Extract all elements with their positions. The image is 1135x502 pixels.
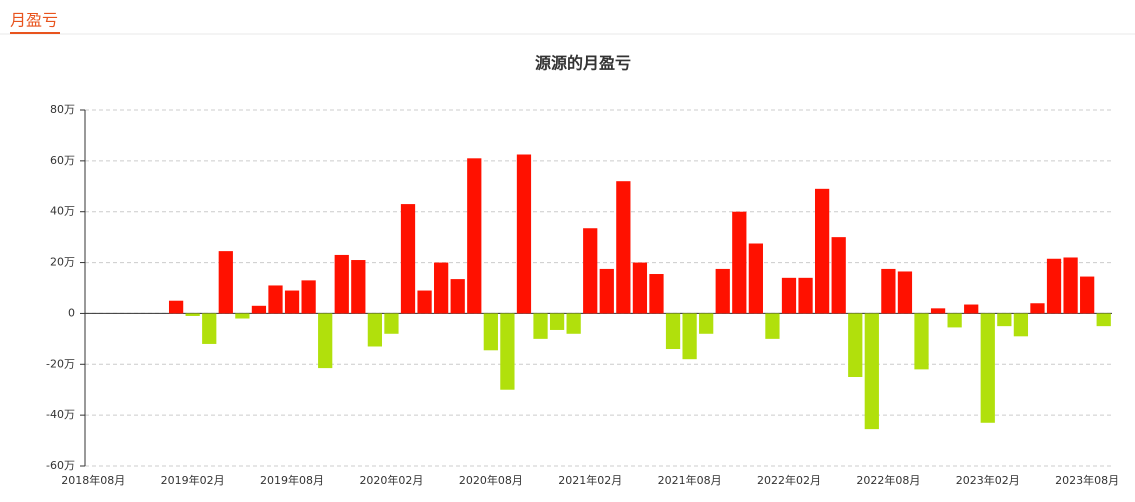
bar	[1030, 303, 1045, 314]
bar	[947, 313, 962, 328]
bar	[814, 188, 830, 314]
bar	[964, 304, 979, 314]
bar	[549, 313, 565, 330]
y-tick-label: -60万	[46, 459, 75, 472]
bar	[400, 204, 416, 314]
bar	[566, 313, 581, 334]
y-tick-label: 0	[68, 306, 75, 319]
x-tick-label: 2019年08月	[260, 473, 324, 487]
bar	[665, 313, 681, 350]
bar	[1096, 313, 1111, 327]
bar	[318, 313, 333, 369]
bar	[715, 268, 730, 314]
bar	[682, 313, 697, 360]
x-tick-label: 2022年08月	[856, 473, 920, 487]
bar	[930, 308, 946, 314]
bar	[765, 313, 780, 339]
x-tick-label: 2020年02月	[359, 473, 423, 487]
y-tick-label: 80万	[50, 103, 75, 116]
bar	[185, 313, 200, 316]
bar	[632, 262, 648, 314]
bar	[748, 243, 763, 314]
chart-title: 源源的月盈亏	[535, 54, 631, 73]
header-tab[interactable]: 月盈亏	[10, 11, 58, 30]
bar	[284, 290, 300, 314]
bar	[483, 313, 498, 351]
bar	[732, 211, 747, 314]
bar	[649, 274, 664, 314]
bar	[251, 305, 267, 314]
bar	[1063, 257, 1078, 314]
x-tick-label: 2023年08月	[1055, 473, 1119, 487]
bar	[434, 262, 449, 314]
bar	[881, 268, 896, 314]
bar	[367, 313, 383, 347]
bar	[599, 268, 614, 314]
bar	[268, 285, 283, 314]
bar	[218, 251, 233, 314]
bar	[235, 313, 250, 319]
bar	[334, 254, 349, 314]
bar	[616, 181, 631, 314]
bar	[1013, 313, 1029, 337]
bar	[699, 313, 714, 334]
bar	[450, 279, 465, 314]
x-tick-label: 2021年08月	[658, 473, 722, 487]
bar	[1080, 276, 1095, 314]
bar	[500, 313, 515, 390]
bar	[533, 313, 548, 339]
x-tick-label: 2023年02月	[956, 473, 1020, 487]
bar	[781, 277, 797, 314]
bar	[1046, 258, 1062, 314]
bar	[417, 290, 432, 314]
x-tick-label: 2019年02月	[161, 473, 225, 487]
y-tick-label: 20万	[50, 256, 75, 269]
x-tick-label: 2022年02月	[757, 473, 821, 487]
y-tick-label: -40万	[46, 408, 75, 421]
x-tick-label: 2020年08月	[459, 473, 523, 487]
bar	[168, 300, 184, 314]
bar	[997, 313, 1012, 327]
bar	[798, 277, 813, 314]
bar	[864, 313, 879, 430]
bar	[351, 260, 366, 314]
bar	[897, 271, 913, 314]
bar	[516, 154, 532, 314]
bar	[914, 313, 929, 370]
y-tick-label: 40万	[50, 205, 75, 218]
bar	[384, 313, 399, 334]
bar	[467, 158, 482, 314]
bar	[301, 280, 316, 314]
bar	[980, 313, 995, 423]
bar	[848, 313, 863, 377]
bar	[583, 228, 598, 314]
bar	[202, 313, 217, 344]
bar	[831, 237, 846, 314]
y-tick-label: -20万	[46, 357, 75, 370]
x-tick-label: 2018年08月	[61, 473, 125, 487]
y-tick-label: 60万	[50, 154, 75, 167]
x-tick-label: 2021年02月	[558, 473, 622, 487]
